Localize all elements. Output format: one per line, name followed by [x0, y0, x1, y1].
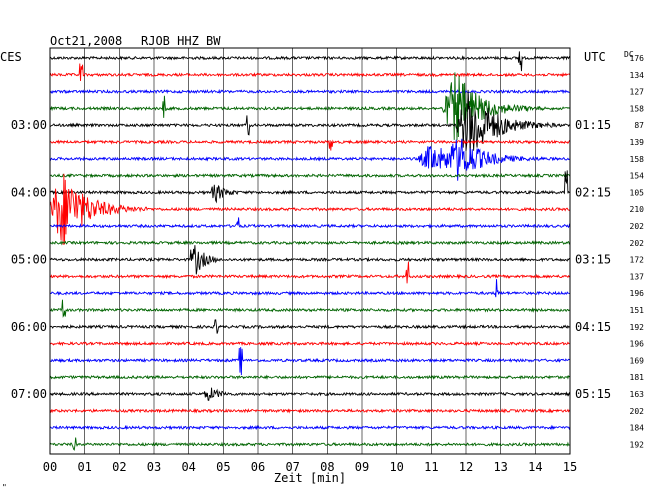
trace-line [49, 437, 571, 451]
dc-offset-label: 163 [630, 390, 645, 399]
dc-offset-label: 127 [630, 88, 645, 97]
corner-mark: " [2, 483, 7, 492]
x-tick-label: 12 [459, 460, 473, 474]
x-tick-label: 05 [216, 460, 230, 474]
right-time-label: 01:15 [575, 118, 611, 132]
x-tick-label: 08 [320, 460, 334, 474]
dc-offset-label: 202 [630, 222, 645, 231]
trace-line [49, 240, 571, 246]
trace-line [49, 340, 571, 347]
dc-offset-label: 181 [630, 373, 645, 382]
x-tick-label: 13 [493, 460, 507, 474]
trace-line [49, 89, 571, 164]
x-tick-label: 06 [251, 460, 265, 474]
trace-line [49, 319, 571, 334]
trace-line [49, 63, 571, 81]
x-axis-label: Zeit [min] [274, 471, 346, 485]
trace-line [49, 51, 571, 72]
dc-offset-label: 87 [634, 121, 644, 130]
x-tick-label: 10 [389, 460, 403, 474]
dc-offset-label: 134 [630, 71, 645, 80]
x-tick-label: 01 [77, 460, 91, 474]
trace-line [49, 245, 571, 275]
dc-offset-label: 172 [630, 256, 645, 265]
dc-offset-label: 202 [630, 239, 645, 248]
trace-line [49, 261, 571, 284]
dc-offset-label: 105 [630, 188, 645, 197]
x-tick-label: 03 [147, 460, 161, 474]
grid [49, 48, 571, 454]
dc-offset-label: 184 [630, 424, 645, 433]
dc-offset-label: 154 [630, 172, 645, 181]
axis-labels: 00 01 02 03 04 05 06 07 08 09 10 11 12 13 14 15 03:00 04:… [11, 54, 644, 474]
dc-offset-label: 139 [630, 138, 645, 147]
plot-frame [49, 47, 571, 455]
x-tick-label: 00 [43, 460, 57, 474]
left-zone-label: CES [0, 50, 22, 64]
left-time-label: 06:00 [11, 320, 47, 334]
dc-offset-label: 151 [630, 306, 645, 315]
trace-line [49, 424, 571, 431]
trace-line [49, 173, 571, 245]
trace-line [49, 72, 571, 141]
dc-label: DC [624, 50, 634, 59]
right-zone-label: UTC [584, 50, 606, 64]
trace-line [49, 88, 571, 95]
left-time-label: 03:00 [11, 118, 47, 132]
dc-offset-label: 196 [630, 340, 645, 349]
dc-offset-label: 192 [630, 440, 645, 449]
trace-line [49, 170, 571, 204]
axes [49, 47, 571, 455]
dc-offset-label: 210 [630, 205, 645, 214]
dc-offset-label: 196 [630, 289, 645, 298]
chart-station: RJOB HHZ BW [141, 34, 221, 48]
dc-offset-label: 169 [630, 356, 645, 365]
right-time-label: 03:15 [575, 253, 611, 267]
x-tick-label: 11 [424, 460, 438, 474]
left-time-label: 07:00 [11, 387, 47, 401]
x-tick-label: 14 [528, 460, 542, 474]
x-tick-label: 15 [563, 460, 577, 474]
dc-offset-label: 158 [630, 104, 645, 113]
trace-line [49, 138, 571, 181]
traces [49, 51, 571, 451]
right-time-label: 02:15 [575, 185, 611, 199]
x-tick-label: 04 [181, 460, 195, 474]
trace-line [49, 217, 571, 229]
trace-line [49, 374, 571, 380]
dc-offset-label: 137 [630, 272, 645, 281]
x-tick-label: 07 [285, 460, 299, 474]
dc-offset-label: 202 [630, 407, 645, 416]
trace-line [49, 172, 571, 179]
left-time-label: 04:00 [11, 185, 47, 199]
trace-line [49, 387, 571, 401]
trace-line [49, 279, 571, 298]
left-time-label: 05:00 [11, 253, 47, 267]
dc-offset-label: 192 [630, 323, 645, 332]
chart-date: Oct21,2008 [50, 34, 122, 48]
x-tick-label: 02 [112, 460, 126, 474]
right-time-label: 05:15 [575, 387, 611, 401]
trace-line [49, 407, 571, 414]
x-tick-label: 09 [355, 460, 369, 474]
dc-offset-label: 176 [630, 54, 645, 63]
right-time-label: 04:15 [575, 320, 611, 334]
trace-line [49, 347, 571, 376]
dc-offset-label: 158 [630, 155, 645, 164]
trace-line [49, 299, 571, 318]
trace-line [49, 139, 571, 151]
